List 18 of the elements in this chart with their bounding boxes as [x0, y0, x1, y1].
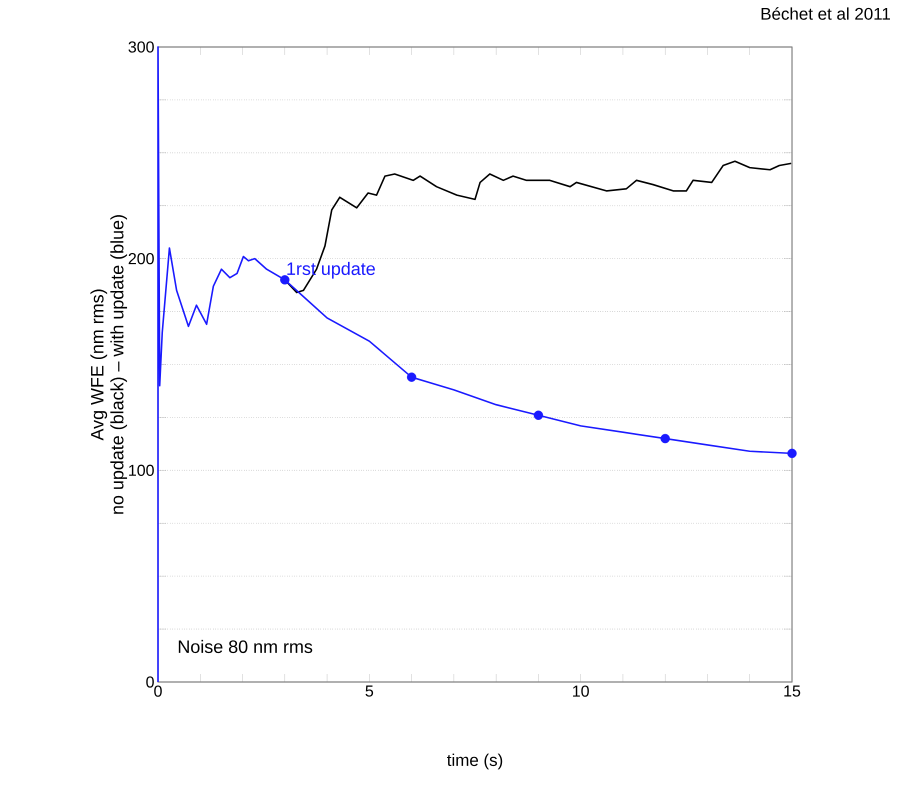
point: [660, 434, 670, 444]
y-tick-label: 100: [129, 464, 154, 476]
point: [280, 275, 290, 284]
point: [787, 448, 797, 458]
y-tick-label: 0: [146, 676, 154, 688]
x-tick-label: 0: [154, 686, 162, 697]
point: [534, 410, 544, 420]
text: Béchet et al 2011: [762, 7, 890, 20]
y-tick-label: 200: [128, 253, 154, 264]
x-tick-label: 10: [573, 686, 589, 697]
x-tick-label: 5: [366, 686, 374, 697]
x-axis-title: time (s): [447, 754, 502, 770]
annotation: 1rst update: [287, 262, 375, 279]
x-tick-label: 15: [784, 686, 800, 697]
annotation: Noise 80 nm rms: [178, 640, 312, 654]
y-tick-label: 300: [128, 41, 154, 53]
y-axis-title: Avg WFE (nm rms) no update (black) – with update (blue): [90, 215, 128, 514]
point: [406, 372, 416, 382]
